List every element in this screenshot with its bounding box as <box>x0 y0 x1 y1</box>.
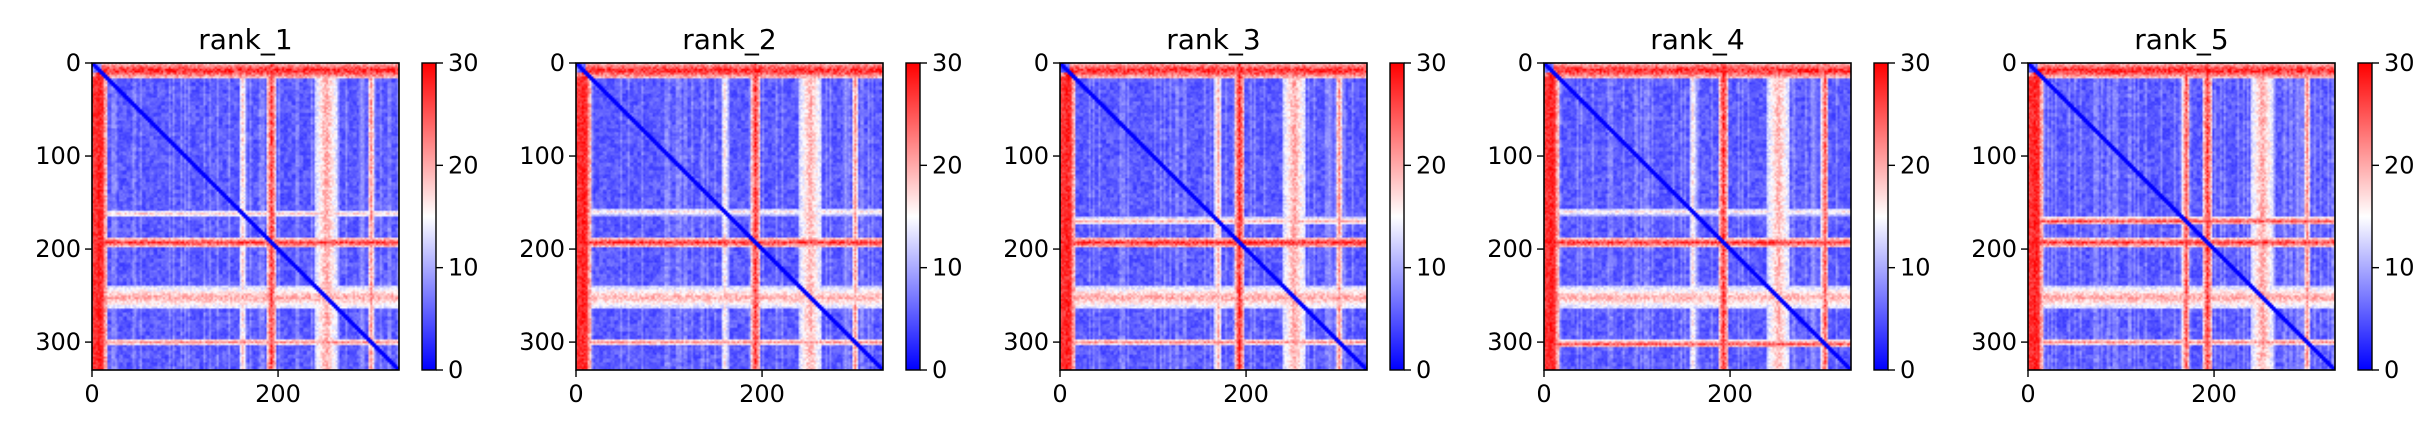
colorbar <box>421 62 437 371</box>
panel-title: rank_5 <box>2134 23 2228 56</box>
y-tick-label: 300 <box>1003 328 1049 356</box>
colorbar-tick-label: 0 <box>932 356 947 384</box>
y-tick-label: 100 <box>519 142 565 170</box>
plot-frame <box>1059 62 1368 371</box>
y-tick-label: 300 <box>1487 328 1533 356</box>
y-tick-label: 200 <box>1487 235 1533 263</box>
panel-title: rank_1 <box>198 23 292 56</box>
colorbar <box>1873 62 1889 371</box>
colorbar-tick-label: 0 <box>2384 356 2399 384</box>
plot-frame <box>2027 62 2336 371</box>
x-tick-label: 200 <box>2191 380 2237 408</box>
colorbar-tick-label: 20 <box>1416 151 1447 179</box>
colorbar-tick-label: 0 <box>1416 356 1431 384</box>
y-tick-label: 200 <box>35 235 81 263</box>
y-tick-label: 0 <box>66 49 81 77</box>
y-tick-label: 200 <box>1003 235 1049 263</box>
colorbar-tick-label: 20 <box>448 151 479 179</box>
heatmap-image <box>576 63 883 370</box>
y-tick-label: 0 <box>550 49 565 77</box>
colorbar-tick-label: 10 <box>2384 254 2415 282</box>
y-tick-label: 200 <box>519 235 565 263</box>
colorbar <box>2357 62 2373 371</box>
x-tick-label: 200 <box>1707 380 1753 408</box>
colorbar-tick-label: 30 <box>2384 49 2415 77</box>
heatmap-image <box>92 63 399 370</box>
x-tick-label: 0 <box>1536 380 1551 408</box>
colorbar-tick-label: 30 <box>1416 49 1447 77</box>
plot-frame <box>575 62 884 371</box>
colorbar-tick-label: 20 <box>1900 151 1931 179</box>
x-tick-label: 0 <box>568 380 583 408</box>
colorbar-tick-label: 0 <box>448 356 463 384</box>
x-tick-label: 200 <box>1223 380 1269 408</box>
colorbar-tick-label: 30 <box>1900 49 1931 77</box>
colorbar-tick-label: 30 <box>448 49 479 77</box>
x-tick-label: 200 <box>739 380 785 408</box>
colorbar-tick-label: 10 <box>1900 254 1931 282</box>
x-tick-label: 200 <box>255 380 301 408</box>
y-tick-label: 100 <box>1971 142 2017 170</box>
x-tick-label: 0 <box>84 380 99 408</box>
colorbar <box>1389 62 1405 371</box>
heatmap-image <box>1060 63 1367 370</box>
y-tick-label: 300 <box>35 328 81 356</box>
y-tick-label: 0 <box>1518 49 1533 77</box>
x-tick-label: 0 <box>2020 380 2035 408</box>
y-tick-label: 300 <box>1971 328 2017 356</box>
panel-title: rank_2 <box>682 23 776 56</box>
plot-frame <box>91 62 400 371</box>
y-tick-label: 100 <box>1003 142 1049 170</box>
colorbar <box>905 62 921 371</box>
plot-frame <box>1543 62 1852 371</box>
colorbar-tick-label: 10 <box>1416 254 1447 282</box>
colorbar-tick-label: 10 <box>448 254 479 282</box>
panel-title: rank_3 <box>1166 23 1260 56</box>
y-tick-label: 300 <box>519 328 565 356</box>
y-tick-label: 0 <box>2002 49 2017 77</box>
heatmap-image <box>2028 63 2335 370</box>
colorbar-tick-label: 20 <box>932 151 963 179</box>
panel-title: rank_4 <box>1650 23 1744 56</box>
colorbar-tick-label: 10 <box>932 254 963 282</box>
y-tick-label: 0 <box>1034 49 1049 77</box>
colorbar-tick-label: 30 <box>932 49 963 77</box>
y-tick-label: 100 <box>1487 142 1533 170</box>
y-tick-label: 200 <box>1971 235 2017 263</box>
colorbar-tick-label: 0 <box>1900 356 1915 384</box>
x-tick-label: 0 <box>1052 380 1067 408</box>
heatmap-image <box>1544 63 1851 370</box>
y-tick-label: 100 <box>35 142 81 170</box>
colorbar-tick-label: 20 <box>2384 151 2415 179</box>
